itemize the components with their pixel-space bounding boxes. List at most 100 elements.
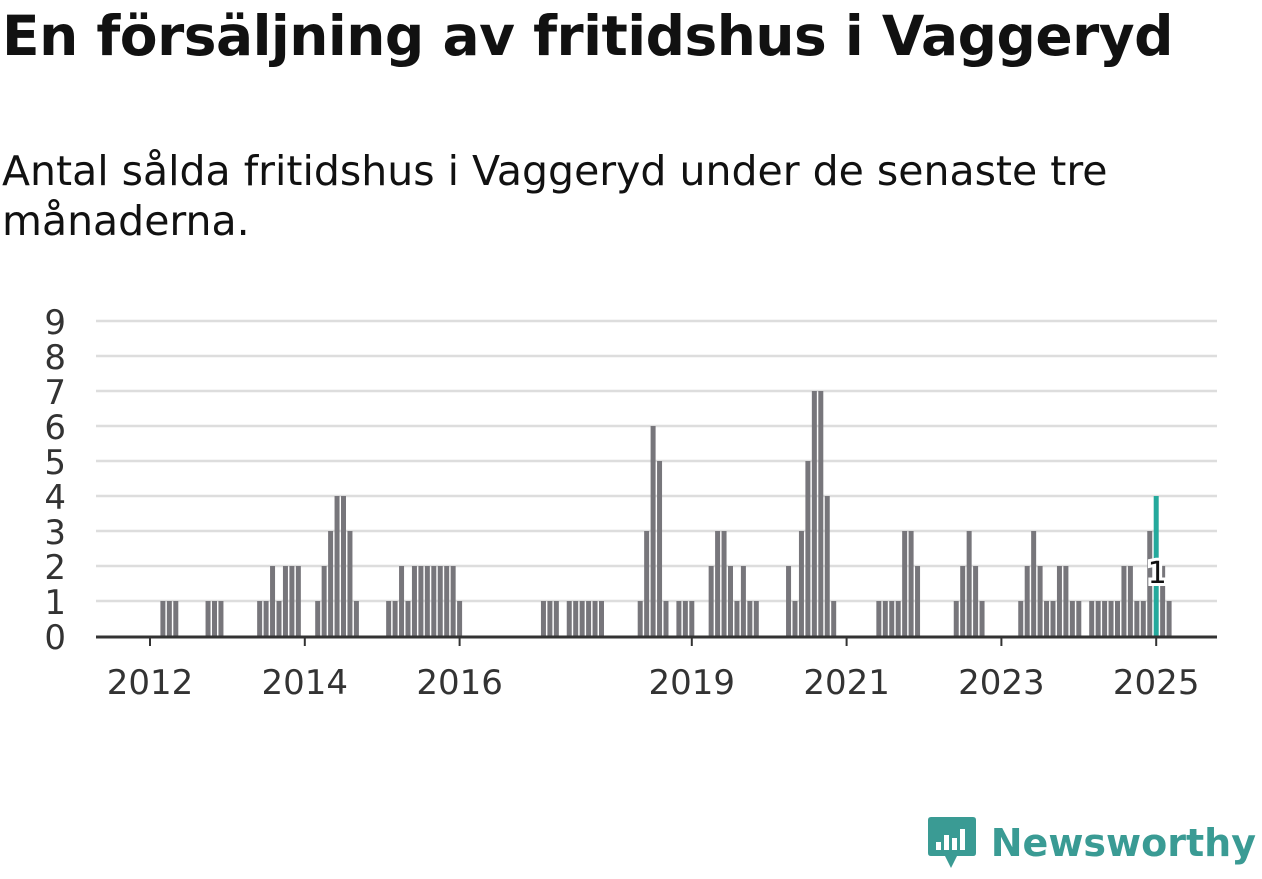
bar bbox=[1108, 601, 1114, 636]
bar bbox=[1063, 566, 1069, 636]
bar bbox=[431, 566, 437, 636]
x-tick-label: 2023 bbox=[958, 663, 1045, 703]
bar bbox=[328, 531, 334, 636]
bar bbox=[592, 601, 598, 636]
x-tick-label: 2021 bbox=[803, 663, 890, 703]
bar bbox=[1069, 601, 1075, 636]
y-tick-label: 3 bbox=[44, 513, 66, 553]
bar bbox=[392, 601, 398, 636]
bar bbox=[418, 566, 424, 636]
bar bbox=[644, 531, 650, 636]
x-tick-label: 2014 bbox=[262, 663, 349, 703]
bar bbox=[824, 496, 830, 636]
bar bbox=[1134, 601, 1140, 636]
y-tick-label: 5 bbox=[44, 443, 66, 483]
y-tick-label: 8 bbox=[44, 338, 66, 378]
bar bbox=[728, 566, 733, 636]
bar bbox=[831, 601, 837, 636]
bar bbox=[663, 601, 669, 636]
bar bbox=[566, 601, 572, 636]
bar bbox=[889, 601, 895, 636]
bar bbox=[257, 601, 263, 636]
bar bbox=[973, 566, 979, 636]
brand-logo: Newsworthy bbox=[927, 815, 1256, 871]
bar bbox=[282, 566, 288, 636]
bar bbox=[721, 531, 727, 636]
grid-lines bbox=[96, 319, 1217, 603]
chart-title: En försäljning av fritidshus i Vaggeryd bbox=[2, 4, 1173, 68]
y-tick-label: 2 bbox=[44, 548, 66, 588]
bar bbox=[960, 566, 966, 636]
highlight-value-label: 1 bbox=[1148, 556, 1167, 591]
bar bbox=[953, 601, 959, 636]
bar bbox=[276, 601, 282, 636]
bar bbox=[160, 601, 166, 636]
bar bbox=[353, 601, 359, 636]
bar bbox=[740, 566, 746, 636]
bar bbox=[270, 566, 276, 636]
bar bbox=[347, 531, 353, 636]
bar bbox=[1166, 601, 1172, 636]
bar bbox=[811, 391, 817, 636]
bar bbox=[915, 566, 921, 636]
bar bbox=[1127, 566, 1133, 636]
bar bbox=[1160, 566, 1166, 636]
bar bbox=[1076, 601, 1082, 636]
bar bbox=[715, 531, 721, 636]
bar bbox=[747, 601, 753, 636]
bar bbox=[599, 601, 604, 636]
bar bbox=[882, 601, 888, 636]
y-tick-label: 9 bbox=[44, 303, 66, 343]
bar bbox=[1044, 601, 1050, 636]
x-axis: 2012 2014 2016 2019 2021 2023 2025 bbox=[96, 635, 1217, 703]
bar bbox=[1102, 601, 1108, 636]
bar bbox=[734, 601, 740, 636]
x-tick-label: 2025 bbox=[1113, 663, 1200, 703]
bar bbox=[876, 601, 882, 636]
bar bbox=[386, 601, 392, 636]
bar bbox=[1147, 531, 1153, 636]
bar bbox=[908, 531, 914, 636]
bar bbox=[553, 601, 559, 636]
bar bbox=[637, 601, 643, 636]
bar bbox=[166, 601, 172, 636]
bar bbox=[753, 601, 759, 636]
bar bbox=[689, 601, 695, 636]
bar bbox=[786, 566, 792, 636]
chart-subtitle: Antal sålda fritidshus i Vaggeryd under … bbox=[2, 147, 1108, 245]
bar bbox=[805, 461, 811, 636]
bar bbox=[1031, 531, 1037, 636]
bar bbox=[1089, 601, 1095, 636]
bar bbox=[405, 601, 411, 636]
bar bbox=[966, 531, 972, 636]
bar bbox=[979, 601, 985, 636]
bar bbox=[437, 566, 443, 636]
brand-name: Newsworthy bbox=[990, 821, 1256, 865]
bar bbox=[895, 601, 901, 636]
bar bbox=[1121, 566, 1127, 636]
bar bbox=[1115, 601, 1120, 636]
bar bbox=[341, 496, 346, 636]
y-tick-label: 4 bbox=[44, 478, 66, 518]
bar bbox=[547, 601, 553, 636]
bar bbox=[173, 601, 179, 636]
bar bbox=[792, 601, 798, 636]
y-tick-label: 7 bbox=[44, 373, 66, 413]
bar bbox=[1018, 601, 1024, 636]
bar bbox=[579, 601, 585, 636]
bar bbox=[1095, 601, 1101, 636]
bar bbox=[818, 391, 824, 636]
highlight-callout: 1 bbox=[1145, 553, 1170, 594]
bar bbox=[573, 601, 579, 636]
bar bbox=[708, 566, 714, 636]
y-tick-label: 6 bbox=[44, 408, 66, 448]
bar bbox=[540, 601, 546, 636]
bar bbox=[399, 566, 405, 636]
bar bbox=[586, 601, 592, 636]
bar bbox=[444, 566, 450, 636]
y-tick-label: 0 bbox=[44, 618, 66, 658]
bar bbox=[682, 601, 688, 636]
bar-highlight bbox=[1153, 496, 1159, 636]
